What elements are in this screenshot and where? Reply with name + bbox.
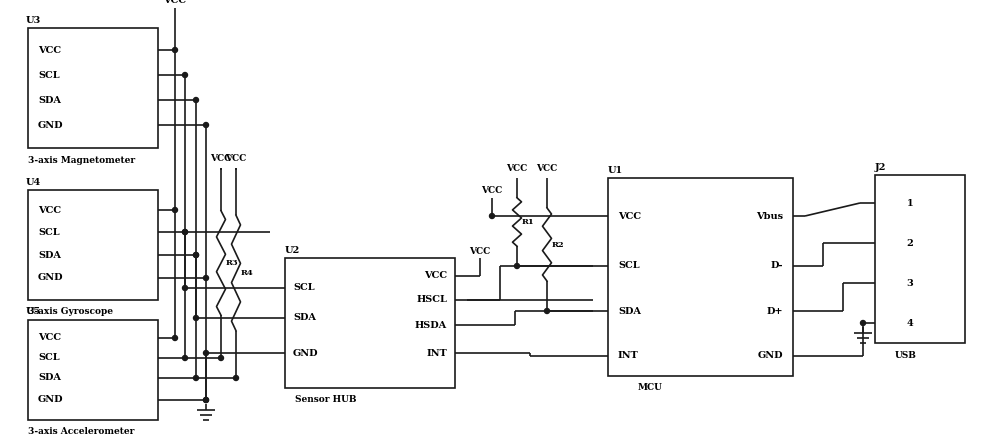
Text: SDA: SDA [38, 96, 61, 105]
Circle shape [194, 97, 198, 102]
Text: 3-axis Accelerometer: 3-axis Accelerometer [28, 427, 134, 436]
Text: VCC: VCC [481, 186, 503, 194]
Bar [28, 320, 158, 420]
Circle shape [490, 214, 494, 218]
Bar [608, 178, 793, 376]
Text: SCL: SCL [293, 284, 315, 292]
Circle shape [204, 397, 208, 403]
Circle shape [194, 253, 198, 257]
Text: VCC: VCC [210, 154, 232, 163]
Text: R2: R2 [552, 241, 565, 249]
Bar [28, 190, 158, 300]
Text: VCC: VCC [38, 334, 61, 342]
Text: U5: U5 [26, 307, 41, 316]
Text: SCL: SCL [38, 70, 60, 79]
Text: SCL: SCL [38, 228, 60, 237]
Text: INT: INT [426, 349, 447, 358]
Text: GND: GND [38, 396, 64, 404]
Text: HSCL: HSCL [416, 295, 447, 304]
Text: VCC: VCC [618, 211, 641, 221]
Circle shape [173, 47, 178, 53]
Text: USB: USB [895, 350, 917, 360]
Text: Sensor HUB: Sensor HUB [295, 396, 356, 404]
Text: SDA: SDA [38, 373, 61, 382]
Circle shape [204, 397, 208, 403]
Text: GND: GND [758, 351, 783, 361]
Circle shape [234, 376, 239, 381]
Text: GND: GND [293, 349, 318, 358]
Text: INT: INT [618, 351, 639, 361]
Text: 2: 2 [907, 238, 913, 248]
Text: VCC: VCC [469, 246, 491, 256]
Text: Vbus: Vbus [756, 211, 783, 221]
Text: SDA: SDA [38, 250, 61, 260]
Text: VCC: VCC [163, 0, 187, 4]
Bar [875, 175, 965, 343]
Circle shape [182, 355, 188, 361]
Text: MCU: MCU [638, 384, 663, 392]
Text: U3: U3 [26, 16, 41, 24]
Text: U2: U2 [285, 245, 300, 254]
Circle shape [182, 229, 188, 234]
Text: 4: 4 [907, 319, 913, 327]
Bar [28, 28, 158, 148]
Text: R1: R1 [522, 218, 535, 226]
Text: SCL: SCL [38, 354, 60, 362]
Text: R4: R4 [241, 269, 254, 277]
Text: SCL: SCL [618, 261, 640, 271]
Circle shape [204, 350, 208, 355]
Text: VCC: VCC [38, 206, 61, 214]
Text: SDA: SDA [618, 307, 641, 315]
Text: 1: 1 [907, 198, 913, 207]
Circle shape [194, 253, 198, 257]
Circle shape [514, 264, 520, 268]
Circle shape [182, 73, 188, 78]
Text: 3-axis Magnetometer: 3-axis Magnetometer [28, 155, 135, 164]
Text: VCC: VCC [38, 46, 61, 54]
Text: D+: D+ [767, 307, 783, 315]
Circle shape [173, 335, 178, 341]
Text: HSDA: HSDA [415, 320, 447, 330]
Text: VCC: VCC [424, 272, 447, 280]
Circle shape [194, 315, 198, 320]
Text: J2: J2 [875, 163, 886, 171]
Text: 3: 3 [907, 279, 913, 288]
Text: VCC: VCC [536, 163, 558, 172]
Circle shape [860, 320, 866, 326]
Text: VCC: VCC [506, 163, 528, 172]
Text: SDA: SDA [293, 314, 316, 323]
Text: D-: D- [770, 261, 783, 271]
Text: U1: U1 [608, 166, 623, 175]
Text: VCC: VCC [225, 154, 247, 163]
Circle shape [182, 285, 188, 291]
Circle shape [173, 207, 178, 213]
Text: GND: GND [38, 120, 64, 129]
Text: 3-axis Gyroscope: 3-axis Gyroscope [28, 307, 113, 316]
Circle shape [218, 355, 224, 361]
Circle shape [194, 376, 198, 381]
Circle shape [544, 308, 550, 314]
Circle shape [182, 229, 188, 234]
Circle shape [204, 123, 208, 128]
Text: R3: R3 [226, 259, 239, 267]
Circle shape [204, 276, 208, 280]
Text: U4: U4 [26, 178, 41, 187]
Bar [285, 258, 455, 388]
Text: GND: GND [38, 273, 64, 283]
